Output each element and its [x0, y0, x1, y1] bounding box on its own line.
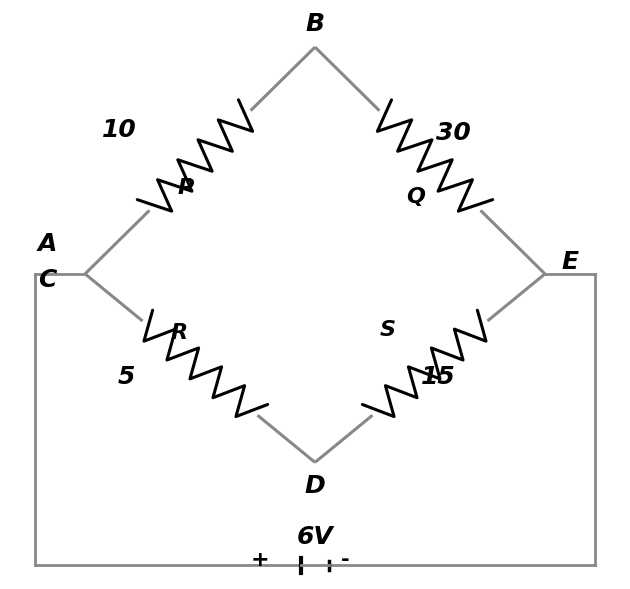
Text: +: + — [251, 550, 270, 570]
Text: A: A — [38, 233, 57, 256]
Text: 6V: 6V — [297, 525, 333, 549]
Text: R: R — [171, 323, 188, 343]
Text: C: C — [38, 268, 57, 292]
Text: 15: 15 — [420, 365, 455, 389]
Text: 30: 30 — [436, 121, 471, 144]
Text: E: E — [561, 250, 579, 274]
Text: S: S — [379, 320, 396, 340]
Text: P: P — [178, 178, 194, 198]
Text: 5: 5 — [117, 365, 135, 389]
Text: Q: Q — [406, 187, 425, 207]
Text: -: - — [341, 550, 350, 570]
Text: 10: 10 — [102, 118, 137, 141]
Text: D: D — [305, 474, 325, 498]
Text: B: B — [306, 12, 324, 35]
